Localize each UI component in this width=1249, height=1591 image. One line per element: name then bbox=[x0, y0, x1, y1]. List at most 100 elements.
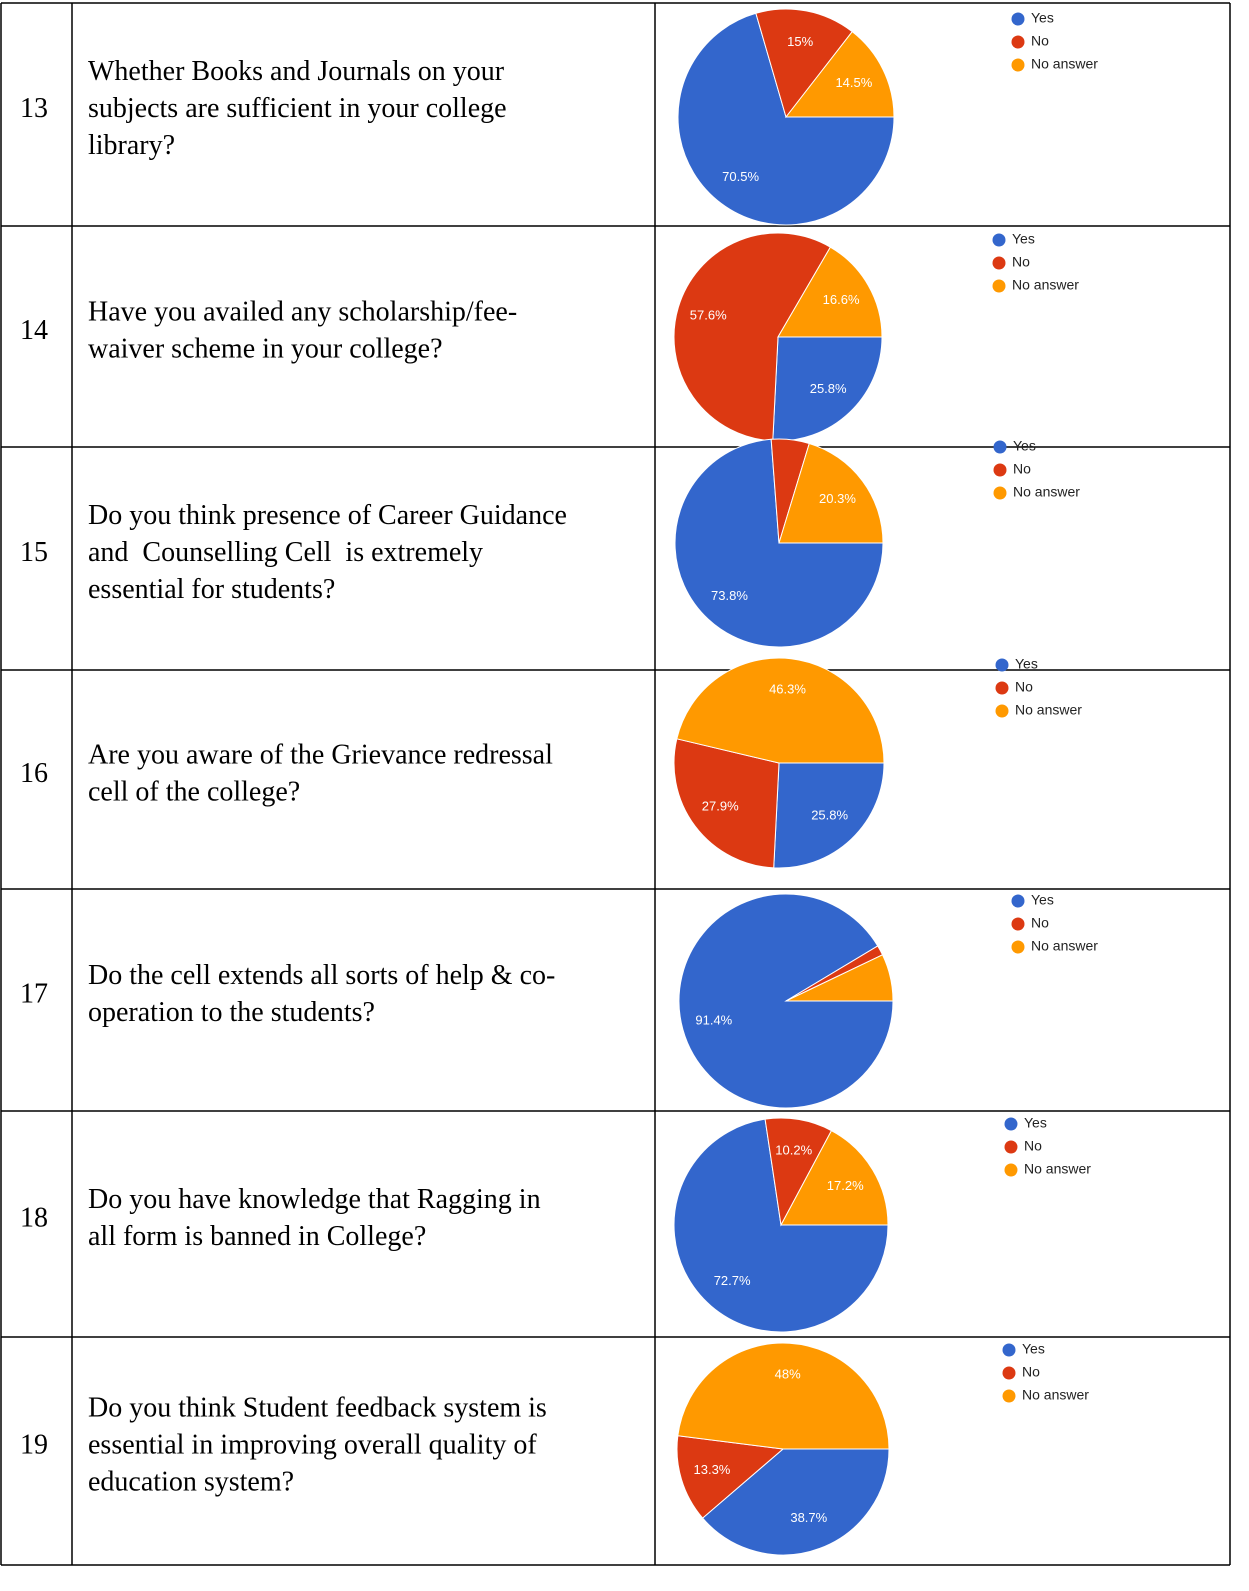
question-line: Are you aware of the Grievance redressal bbox=[88, 739, 553, 770]
legend-label: Yes bbox=[1022, 1341, 1045, 1357]
legend-label: No bbox=[1012, 254, 1030, 270]
row-number: 16 bbox=[20, 758, 48, 789]
pie-slice bbox=[785, 954, 894, 1002]
legend-swatch bbox=[1004, 1140, 1018, 1154]
question-line: Do you think Student feedback system is bbox=[88, 1392, 547, 1423]
question-line: Whether Books and Journals on your bbox=[88, 56, 505, 87]
legend-swatch bbox=[1011, 894, 1025, 908]
legend-label: No bbox=[1031, 915, 1049, 931]
slice-label: 25.8% bbox=[810, 381, 847, 396]
legend-label: No bbox=[1022, 1364, 1040, 1380]
question-line: subjects are sufficient in your college bbox=[88, 93, 507, 124]
slice-label: 25.8% bbox=[811, 808, 848, 823]
question-line: Do you think presence of Career Guidance bbox=[88, 500, 567, 531]
slice-label: 20.3% bbox=[819, 491, 856, 506]
legend-label: No answer bbox=[1013, 484, 1080, 500]
pie-slice bbox=[677, 12, 895, 226]
slice-label: 13.3% bbox=[694, 1462, 731, 1477]
slice-label: 57.6% bbox=[690, 308, 727, 323]
legend-swatch bbox=[992, 233, 1006, 247]
pie-slice bbox=[701, 1448, 890, 1556]
legend-swatch bbox=[1004, 1117, 1018, 1131]
legend-swatch bbox=[992, 256, 1006, 270]
pie-slice bbox=[777, 246, 883, 338]
legend-swatch bbox=[993, 486, 1007, 500]
legend-label: No bbox=[1024, 1138, 1042, 1154]
legend-label: Yes bbox=[1015, 656, 1038, 672]
legend-swatch bbox=[1002, 1343, 1016, 1357]
slice-label: 15% bbox=[787, 34, 813, 49]
legend-swatch bbox=[995, 658, 1009, 672]
slice-label: 27.9% bbox=[702, 799, 739, 814]
pie-slice bbox=[673, 232, 832, 442]
slice-label: 46.3% bbox=[769, 681, 806, 696]
legend-label: No bbox=[1013, 461, 1031, 477]
legend-label: No answer bbox=[1031, 938, 1098, 954]
question-line: all form is banned in College? bbox=[88, 1221, 426, 1252]
pie-slice bbox=[784, 30, 895, 118]
legend-swatch bbox=[1011, 940, 1025, 954]
pie-slice bbox=[678, 893, 894, 1109]
row-number: 13 bbox=[20, 93, 48, 124]
legend-label: No bbox=[1015, 679, 1033, 695]
pie-slice bbox=[676, 1435, 785, 1519]
pie-slice bbox=[780, 1129, 889, 1226]
legend-label: Yes bbox=[1012, 231, 1035, 247]
question-line: waiver scheme in your college? bbox=[88, 333, 443, 364]
legend-label: Yes bbox=[1031, 892, 1054, 908]
legend-label: Yes bbox=[1031, 10, 1054, 26]
legend-swatch bbox=[1011, 12, 1025, 26]
legend-label: Yes bbox=[1024, 1115, 1047, 1131]
legend-swatch bbox=[993, 463, 1007, 477]
legend-swatch bbox=[995, 704, 1009, 718]
question-line: Do you have knowledge that Ragging in bbox=[88, 1184, 541, 1215]
question-line: Have you availed any scholarship/fee- bbox=[88, 296, 517, 327]
slice-label: 70.5% bbox=[722, 169, 759, 184]
legend-swatch bbox=[1011, 35, 1025, 49]
legend-swatch bbox=[1002, 1389, 1016, 1403]
legend-swatch bbox=[1011, 917, 1025, 931]
row-number: 14 bbox=[20, 315, 48, 346]
row-number: 17 bbox=[20, 978, 48, 1009]
legend-swatch bbox=[993, 440, 1007, 454]
slice-label: 73.8% bbox=[711, 588, 748, 603]
slice-label: 91.4% bbox=[695, 1012, 732, 1027]
pie-slice bbox=[773, 762, 885, 869]
pie-slice bbox=[778, 442, 884, 544]
legend-swatch bbox=[992, 279, 1006, 293]
legend-swatch bbox=[1002, 1366, 1016, 1380]
question-line: cell of the college? bbox=[88, 776, 300, 807]
legend-label: No answer bbox=[1031, 56, 1098, 72]
question-line: operation to the students? bbox=[88, 997, 375, 1028]
question-line: essential in improving overall quality o… bbox=[88, 1429, 537, 1460]
legend-swatch bbox=[1004, 1163, 1018, 1177]
slice-label: 72.7% bbox=[714, 1273, 751, 1288]
row-number: 15 bbox=[20, 537, 48, 568]
legend-label: No answer bbox=[1015, 702, 1082, 718]
question-line: essential for students? bbox=[88, 574, 335, 605]
legend-label: No answer bbox=[1012, 277, 1079, 293]
slice-label: 14.5% bbox=[835, 75, 872, 90]
pie-slice bbox=[673, 738, 780, 869]
question-line: and Counselling Cell is extremely bbox=[88, 537, 483, 568]
legend-label: No answer bbox=[1022, 1387, 1089, 1403]
slice-label: 38.7% bbox=[790, 1510, 827, 1525]
pie-slice bbox=[755, 8, 853, 119]
slice-label: 48% bbox=[775, 1366, 801, 1381]
row-number: 18 bbox=[20, 1202, 48, 1233]
legend-label: No answer bbox=[1024, 1161, 1091, 1177]
slice-label: 10.2% bbox=[775, 1143, 812, 1158]
slice-label: 17.2% bbox=[827, 1178, 864, 1193]
question-line: education system? bbox=[88, 1466, 294, 1497]
pie-slice bbox=[677, 1342, 890, 1450]
question-line: Do the cell extends all sorts of help & … bbox=[88, 960, 555, 991]
pie-slice bbox=[676, 657, 885, 764]
legend-swatch bbox=[995, 681, 1009, 695]
legend-label: Yes bbox=[1013, 438, 1036, 454]
legend-label: No bbox=[1031, 33, 1049, 49]
question-line: library? bbox=[88, 130, 175, 161]
row-number: 19 bbox=[20, 1429, 48, 1460]
legend-swatch bbox=[1011, 58, 1025, 72]
slice-label: 16.6% bbox=[823, 292, 860, 307]
